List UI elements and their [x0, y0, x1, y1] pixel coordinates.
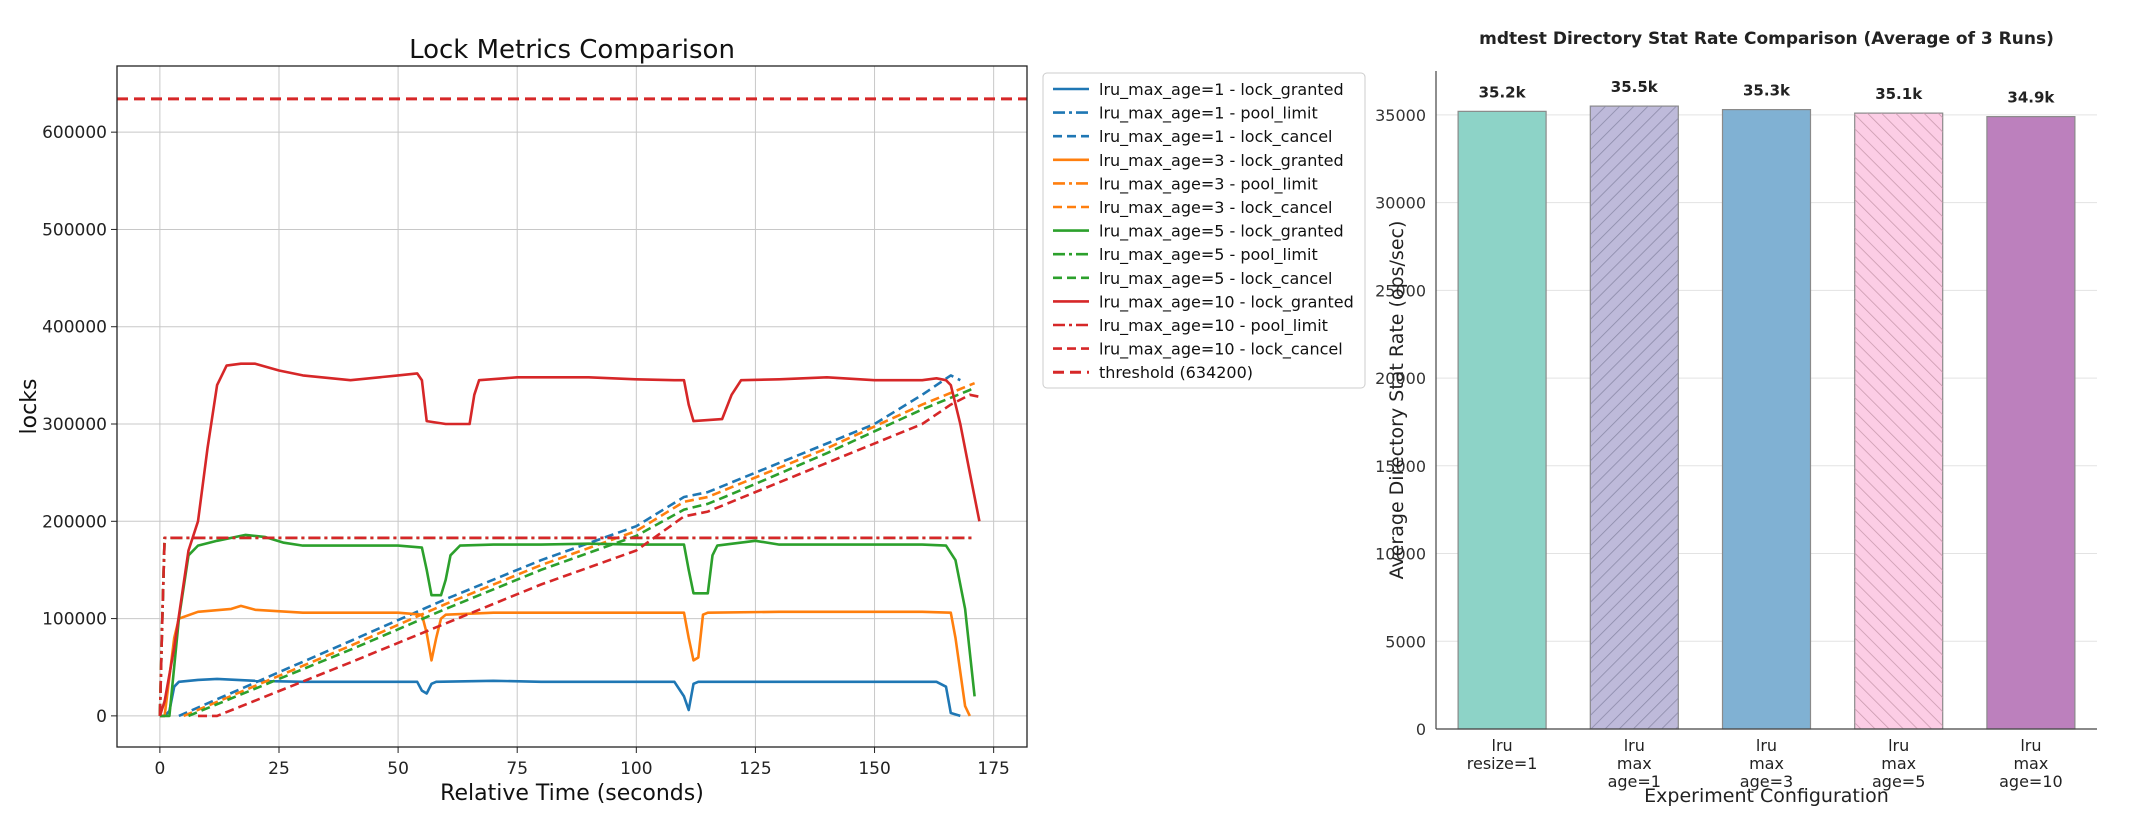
category-label: lru: [1888, 736, 1909, 755]
lock-metrics-chart: Lock Metrics Comparison 0 25 50 75 100 125 150…: [17, 35, 1366, 806]
legend-label: lru_max_age=1 - lock_granted: [1099, 80, 1344, 100]
series-line: [158, 536, 975, 716]
y-tick-label: 5000: [1385, 632, 1426, 651]
x-tick-label: 0: [154, 759, 165, 779]
x-axis-label: Experiment Configuration: [1644, 785, 1889, 807]
bar-hatch: [1590, 106, 1679, 730]
category-label: age=1: [1608, 772, 1661, 791]
x-tick-label: 125: [739, 759, 771, 779]
legend-label: lru_max_age=3 - pool_limit: [1099, 174, 1318, 194]
category-label: max: [1749, 754, 1784, 773]
y-tick-label: 25000: [1375, 281, 1426, 300]
bar: [1457, 110, 1547, 730]
plot-frame: [116, 65, 1028, 748]
x-tick-label: 100: [620, 759, 652, 779]
stat-rate-chart: mdtest Directory Stat Rate Comparison (A…: [1375, 29, 2097, 807]
y-tick-label: 0: [96, 707, 107, 727]
series-line: [188, 385, 976, 718]
x-tick-labels: 0 25 50 75 100 125 150 175: [154, 747, 1010, 779]
category-label: max: [1617, 754, 1652, 773]
category-label: age=10: [1999, 772, 2063, 791]
grid: [117, 66, 1027, 747]
category-label: max: [1881, 754, 1916, 773]
y-axis-label: Average Directory Stat Rate (ops/sec): [1386, 221, 1408, 580]
category-label: lru: [1624, 736, 1645, 755]
legend-label: lru_max_age=3 - lock_granted: [1099, 151, 1344, 171]
series-line: [159, 533, 976, 718]
category-label: lru: [2020, 736, 2041, 755]
legend-box: [1042, 72, 1366, 389]
y-tick-label: 300000: [42, 415, 107, 435]
legend-label: lru_max_age=5 - lock_granted: [1099, 222, 1344, 242]
bar-value-label: 35.1k: [1875, 85, 1923, 103]
series-line: [183, 381, 976, 718]
series-line: [159, 604, 971, 718]
bar-hatch: [1854, 113, 1943, 729]
category-label: resize=1: [1467, 754, 1538, 773]
y-tick-label: 600000: [42, 123, 107, 143]
category-label: age=5: [1872, 772, 1925, 791]
x-tick-label: 50: [387, 759, 409, 779]
bar: [1986, 116, 2076, 730]
y-tick-label: 0: [1416, 720, 1426, 739]
bar: [1721, 109, 1812, 730]
y-tick-label: 400000: [42, 318, 107, 338]
chart-title: mdtest Directory Stat Rate Comparison (A…: [1479, 29, 2054, 49]
chart-title: Lock Metrics Comparison: [409, 35, 735, 65]
y-tick-label: 20000: [1375, 369, 1426, 388]
series-line: [159, 677, 961, 718]
bar-value-label: 34.9k: [2007, 89, 2055, 107]
series-line: [178, 374, 961, 718]
y-tick-label: 15000: [1375, 457, 1426, 476]
bars: 35.2k 35.5k 35.3k 35.1k 34.9k: [1457, 78, 2076, 730]
y-tick-label: 500000: [42, 220, 107, 240]
category-label: age=3: [1740, 772, 1793, 791]
y-tick-labels: 0 100000 200000 300000 400000 500000 600000: [42, 123, 117, 727]
bar-value-label: 35.5k: [1611, 78, 1659, 96]
x-tick-label: 75: [506, 759, 528, 779]
legend-label: lru_max_age=10 - lock_cancel: [1099, 340, 1343, 360]
x-tick-label: 175: [977, 759, 1009, 779]
series-lines: [117, 97, 1027, 718]
category-label: lru: [1492, 736, 1513, 755]
y-tick-label: 200000: [42, 512, 107, 532]
x-tick-label: 25: [268, 759, 290, 779]
category-label: lru: [1756, 736, 1777, 755]
bar-value-label: 35.2k: [1479, 83, 1527, 101]
x-tick-label: 150: [858, 759, 890, 779]
legend: lru_max_age=1 - lock_granted lru_max_age=…: [1042, 72, 1366, 389]
legend-label: lru_max_age=10 - pool_limit: [1099, 316, 1328, 336]
legend-label: lru_max_age=1 - lock_cancel: [1099, 127, 1332, 147]
category-label: max: [2013, 754, 2048, 773]
category-labels: lruresize=1lrumaxage=1lrumaxage=3lrumaxa…: [1467, 736, 2063, 791]
series-line: [158, 362, 981, 717]
y-tick-label: 30000: [1375, 194, 1426, 213]
y-tick-label: 100000: [42, 610, 107, 630]
legend-label: lru_max_age=10 - lock_granted: [1099, 292, 1354, 312]
series-line: [198, 393, 980, 718]
bar-value-label: 35.3k: [1743, 82, 1791, 100]
legend-label: threshold (634200): [1099, 363, 1253, 382]
legend-label: lru_max_age=5 - lock_cancel: [1099, 269, 1332, 289]
y-tick-label: 10000: [1375, 545, 1426, 564]
axes: [1435, 71, 2097, 730]
y-tick-labels: 0 5000 10000 15000 20000 25000 30000 35000: [1375, 106, 1426, 739]
y-tick-label: 35000: [1375, 106, 1426, 125]
x-axis-label: Relative Time (seconds): [440, 781, 704, 806]
y-axis-label: locks: [17, 379, 42, 435]
legend-label: lru_max_age=3 - lock_cancel: [1099, 198, 1332, 218]
legend-label: lru_max_age=5 - pool_limit: [1099, 245, 1318, 265]
legend-label: lru_max_age=1 - pool_limit: [1099, 104, 1318, 124]
